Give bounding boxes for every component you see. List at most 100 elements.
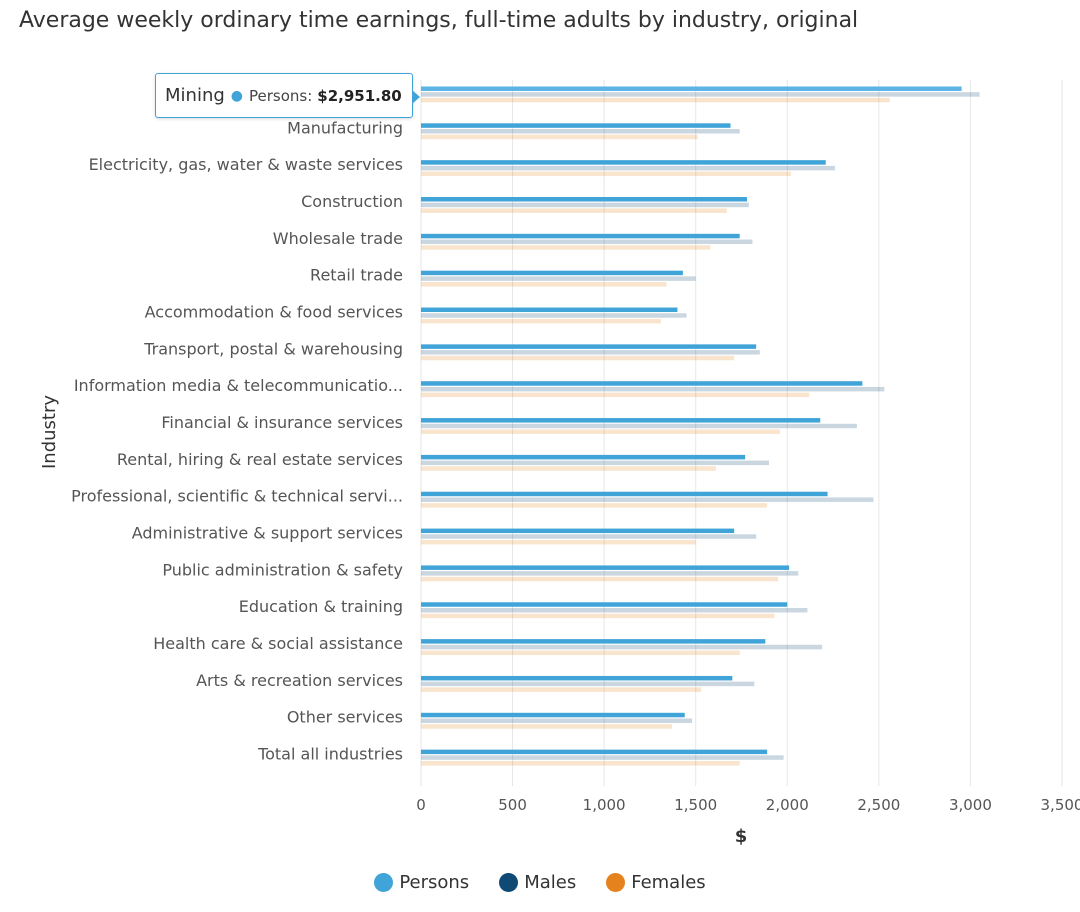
category-label: Financial & insurance services <box>161 413 403 432</box>
bar-females <box>421 208 727 213</box>
bar-males <box>421 644 823 650</box>
category-label: Arts & recreation services <box>196 671 403 690</box>
bar-females <box>421 539 696 545</box>
bar-males <box>421 129 740 134</box>
bar-males <box>421 350 760 355</box>
category-label: Professional, scientific & technical ser… <box>71 487 403 506</box>
x-tick-label: 2,000 <box>766 796 809 814</box>
females-swatch-icon <box>606 873 626 892</box>
bar-females <box>421 355 735 361</box>
category-label: Transport, postal & warehousing <box>143 339 403 358</box>
tooltip-value: $2,951.80 <box>317 86 402 105</box>
bar-females <box>421 282 667 287</box>
bars <box>421 86 980 766</box>
bar-persons <box>421 270 683 276</box>
category-label: Other services <box>287 708 403 727</box>
legend-item-males[interactable]: Males <box>499 872 576 893</box>
legend-item-persons[interactable]: Persons <box>374 872 469 893</box>
bar-persons <box>421 418 821 423</box>
bar-females <box>421 429 780 434</box>
legend-item-females[interactable]: Females <box>606 872 706 893</box>
bar-persons <box>421 565 790 570</box>
bar-persons <box>421 123 731 128</box>
bar-males <box>421 386 885 392</box>
category-label: Wholesale trade <box>273 229 403 248</box>
category-label: Electricity, gas, water & waste services <box>89 155 403 174</box>
bar-females <box>421 466 716 471</box>
category-label: Education & training <box>239 597 403 616</box>
bar-females <box>421 171 791 177</box>
bar-females <box>421 724 672 729</box>
bar-persons <box>421 602 788 607</box>
bar-persons <box>421 86 962 91</box>
bar-females <box>421 134 698 140</box>
bar-males <box>421 313 687 318</box>
tooltip-series-label: Persons: <box>249 86 313 105</box>
bar-persons <box>421 381 863 386</box>
bar-females <box>421 245 711 250</box>
bar-males <box>421 534 757 539</box>
x-tick-label: 500 <box>498 796 527 814</box>
bar-males <box>421 460 769 466</box>
legend-label-females: Females <box>631 872 706 893</box>
category-label: Manufacturing <box>287 118 403 137</box>
bar-females <box>421 687 702 692</box>
category-labels: MiningManufacturingElectricity, gas, wat… <box>71 118 403 764</box>
bar-males <box>421 497 874 502</box>
x-tick-label: 2,500 <box>857 796 900 814</box>
bar-persons <box>421 712 685 718</box>
category-label: Health care & social assistance <box>153 634 403 653</box>
bar-females <box>421 613 775 619</box>
bar-males <box>421 571 799 576</box>
tooltip-category: Mining <box>165 85 225 106</box>
bar-males <box>421 165 835 171</box>
x-tick-label: 1,500 <box>674 796 717 814</box>
bar-males <box>421 755 784 760</box>
bar-persons <box>421 639 766 644</box>
category-label: Retail trade <box>310 266 403 285</box>
bar-persons <box>421 160 826 165</box>
bar-males <box>421 92 980 97</box>
bar-males <box>421 718 693 723</box>
bar-persons <box>421 196 747 202</box>
x-axis-title: $ <box>735 826 748 847</box>
bar-persons <box>421 454 746 460</box>
tooltip-series-dot-icon: ● <box>230 87 243 104</box>
x-tick-label: 3,000 <box>949 796 992 814</box>
legend-label-persons: Persons <box>399 872 470 893</box>
y-axis-title: Industry <box>39 395 60 469</box>
bar-males <box>421 607 808 613</box>
bar-persons <box>421 491 828 497</box>
category-label: Construction <box>301 192 403 211</box>
persons-swatch-icon <box>374 873 394 892</box>
bar-males <box>421 423 857 429</box>
category-label: Total all industries <box>257 745 403 764</box>
x-tick-labels: 0 500 1,000 1,500 2,000 2,500 3,000 3,500 <box>416 796 1080 814</box>
category-label: Administrative & support services <box>132 524 403 543</box>
bar-females <box>421 761 740 766</box>
bar-males <box>421 681 755 687</box>
bar-females <box>421 392 810 398</box>
x-tick-label: 1,000 <box>583 796 626 814</box>
bar-females <box>421 503 768 508</box>
category-label: Accommodation & food services <box>145 302 403 321</box>
category-label: Public administration & safety <box>162 560 403 579</box>
bar-females <box>421 576 779 582</box>
bar-males <box>421 202 749 208</box>
bar-females <box>421 97 890 103</box>
bar-females <box>421 318 661 324</box>
x-tick-label: 3,500 <box>1041 796 1080 814</box>
legend: Persons Males Females <box>0 872 1080 893</box>
bar-persons <box>421 233 740 239</box>
bar-females <box>421 650 740 656</box>
bar-persons <box>421 344 757 349</box>
bar-persons <box>421 675 733 681</box>
bar-males <box>421 276 696 281</box>
legend-label-males: Males <box>524 872 577 893</box>
bar-males <box>421 239 753 245</box>
x-tick-label: 0 <box>416 796 426 814</box>
hover-tooltip: Mining ● Persons: $2,951.80 <box>155 73 420 118</box>
bar-persons <box>421 307 678 313</box>
category-label: Information media & telecommunicatio... <box>74 376 403 395</box>
